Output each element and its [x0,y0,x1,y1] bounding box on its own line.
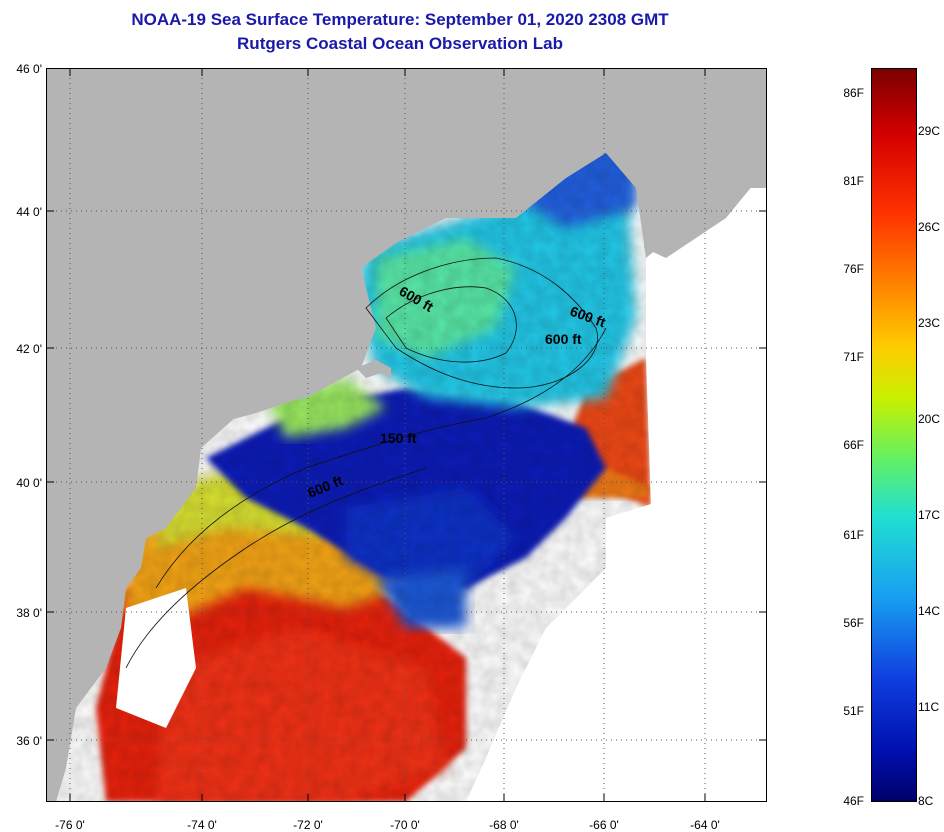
cbar-label-8c: 8C [918,794,934,808]
colorbar-gradient [871,68,917,802]
cbar-label-76f: 76F [843,262,864,276]
cape-cod [356,360,391,378]
lon-label-70: -70 0' [390,818,420,832]
temperature-colorbar [871,68,917,802]
lat-label-40: 40 0' [16,476,42,490]
bathymetry-contours [125,257,607,669]
cbar-label-51f: 51F [843,704,864,718]
cbar-label-11c: 11C [918,700,940,714]
lon-label-74: -74 0' [187,818,217,832]
lat-label-46: 46 0' [16,62,42,76]
cbar-label-56f: 56F [843,616,864,630]
cbar-label-81f: 81F [843,174,864,188]
map-title: NOAA-19 Sea Surface Temperature: Septemb… [131,10,669,29]
map-subtitle: Rutgers Coastal Ocean Observation Lab [237,34,563,53]
cbar-label-29c: 29C [918,124,941,138]
map-frame [46,68,767,802]
contour-label-600ft-c: 600 ft [545,331,582,347]
cbar-label-61f: 61F [843,528,864,542]
cbar-label-17c: 17C [918,508,941,522]
lon-label-64: -64 0' [690,818,720,832]
cbar-label-46f: 46F [843,794,864,808]
cbar-label-66f: 66F [843,438,864,452]
lon-label-66: -66 0' [589,818,619,832]
land-mass [46,68,767,802]
cbar-label-14c: 14C [918,604,941,618]
cbar-label-71f: 71F [843,350,864,364]
lon-label-76: -76 0' [55,818,85,832]
lat-label-38: 38 0' [16,606,42,620]
lat-label-36: 36 0' [16,734,42,748]
lon-label-72: -72 0' [293,818,323,832]
lon-label-68: -68 0' [489,818,519,832]
long-island [194,390,301,428]
contour-label-150ft: 150 ft [380,430,417,446]
cbar-label-26c: 26C [918,220,941,234]
nova-scotia [634,78,767,258]
cbar-label-20c: 20C [918,412,941,426]
lat-label-44: 44 0' [16,205,42,219]
cbar-label-23c: 23C [918,316,941,330]
cbar-label-86f: 86F [843,86,864,100]
sst-map[interactable]: 600 ft 600 ft 600 ft 150 ft 600 ft [46,68,767,802]
lat-label-42: 42 0' [16,342,42,356]
frame-ticks [46,68,767,802]
